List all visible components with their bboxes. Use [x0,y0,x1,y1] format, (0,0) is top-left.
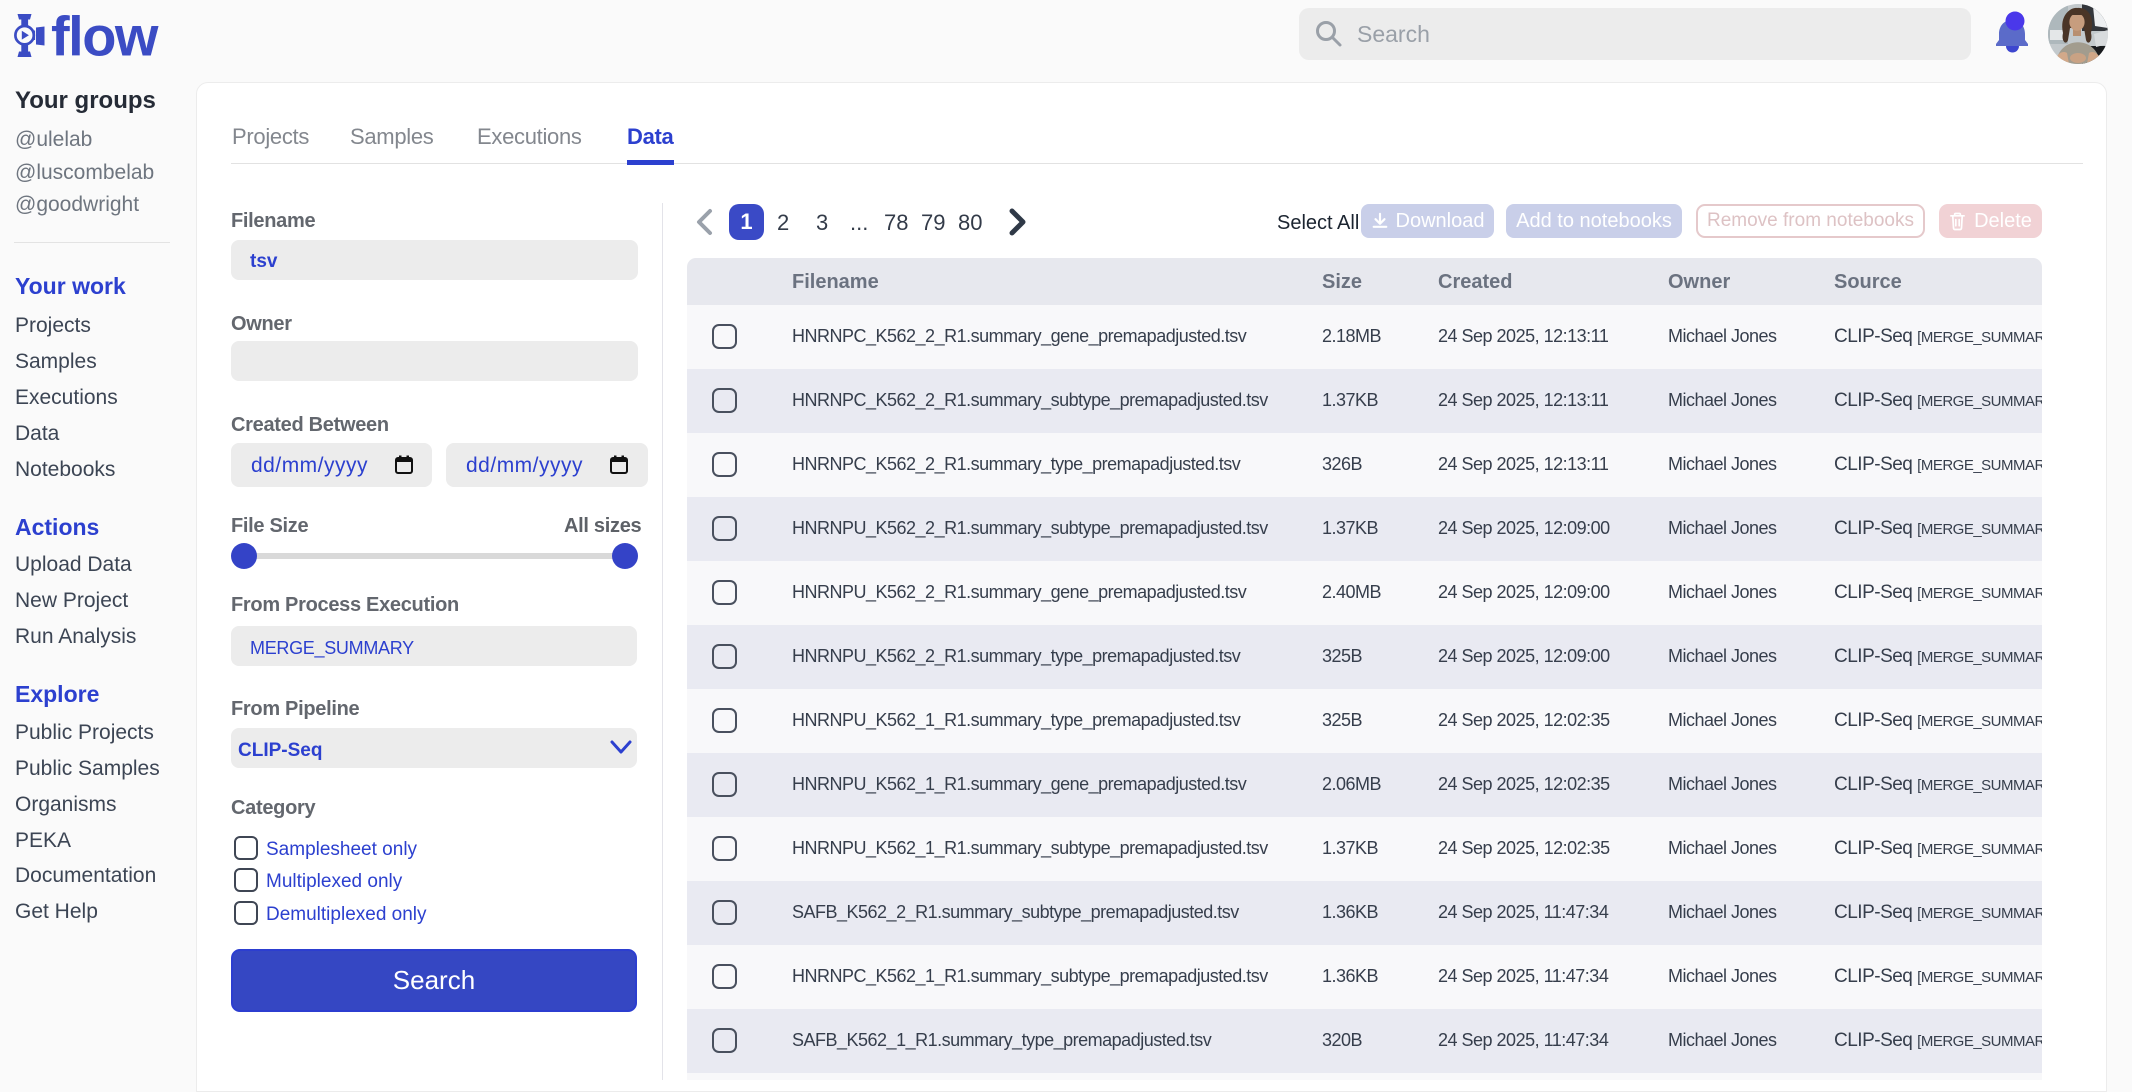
svg-text:flow: flow [51,5,159,68]
